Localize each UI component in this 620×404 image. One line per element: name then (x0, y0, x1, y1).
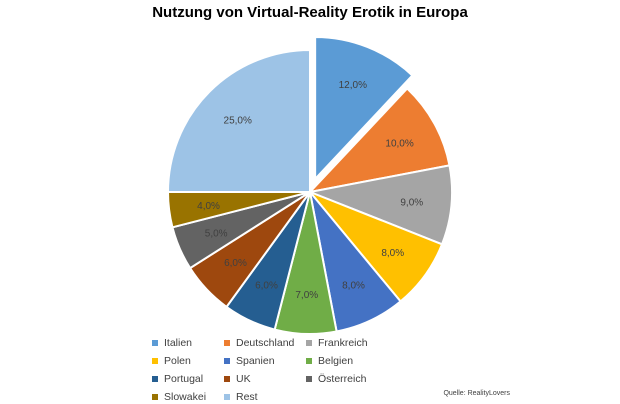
data-label-polen: 8,0% (381, 248, 404, 259)
data-label-portugal: 6,0% (255, 281, 278, 292)
legend-item-frankreich: Frankreich (306, 336, 386, 350)
legend-item-italien: Italien (152, 336, 224, 350)
legend-label: Italien (164, 337, 193, 349)
legend-label: Slowakei (164, 391, 207, 403)
legend: Italien Deutschland Frankreich Polen Spanien… (152, 336, 452, 404)
legend-swatch (152, 358, 158, 364)
data-label-rest: 25,0% (224, 116, 252, 127)
data-label-belgien: 7,0% (295, 290, 318, 301)
legend-item-spanien: Spanien (224, 354, 306, 368)
legend-swatch (152, 376, 158, 382)
legend-label: Deutschland (236, 337, 295, 349)
legend-label: Portugal (164, 373, 204, 385)
legend-swatch (224, 340, 230, 346)
legend-label: Österreich (318, 373, 367, 385)
data-label-frankreich: 9,0% (400, 198, 423, 209)
legend-swatch (224, 376, 230, 382)
legend-label: Belgien (318, 355, 354, 367)
legend-item-slowakei: Slowakei (152, 390, 224, 404)
pie-slice-italien (314, 35, 414, 182)
legend-item-osterreich: Österreich (306, 372, 386, 386)
legend-swatch (152, 394, 158, 400)
legend-label: Spanien (236, 355, 275, 367)
legend-swatch (306, 340, 312, 346)
legend-item-deutschland: Deutschland (224, 336, 306, 350)
legend-label: Polen (164, 355, 191, 367)
legend-label: Frankreich (318, 337, 368, 349)
legend-swatch (224, 358, 230, 364)
legend-swatch (224, 394, 230, 400)
legend-swatch (306, 358, 312, 364)
legend-label: UK (236, 373, 251, 385)
legend-swatch (306, 376, 312, 382)
data-label-osterreich: 5,0% (205, 229, 228, 240)
legend-swatch (152, 340, 158, 346)
legend-item-rest: Rest (224, 390, 306, 404)
legend-item-polen: Polen (152, 354, 224, 368)
data-label-deutschland: 10,0% (385, 139, 413, 150)
legend-item-portugal: Portugal (152, 372, 224, 386)
pie-slice-deutschland (307, 87, 451, 194)
data-label-slowakei: 4,0% (197, 201, 220, 212)
data-label-spanien: 8,0% (342, 281, 365, 292)
source-note: Quelle: RealityLovers (443, 390, 510, 397)
pie-slice-frankreich (306, 164, 453, 246)
data-label-uk: 6,0% (224, 258, 247, 269)
legend-item-uk: UK (224, 372, 306, 386)
data-label-italien: 12,0% (339, 80, 367, 91)
legend-label: Rest (236, 391, 258, 403)
pie-slice-rest (166, 48, 311, 193)
chart-title: Nutzung von Virtual-Reality Erotik in Eu… (152, 4, 468, 21)
legend-item-belgien: Belgien (306, 354, 386, 368)
